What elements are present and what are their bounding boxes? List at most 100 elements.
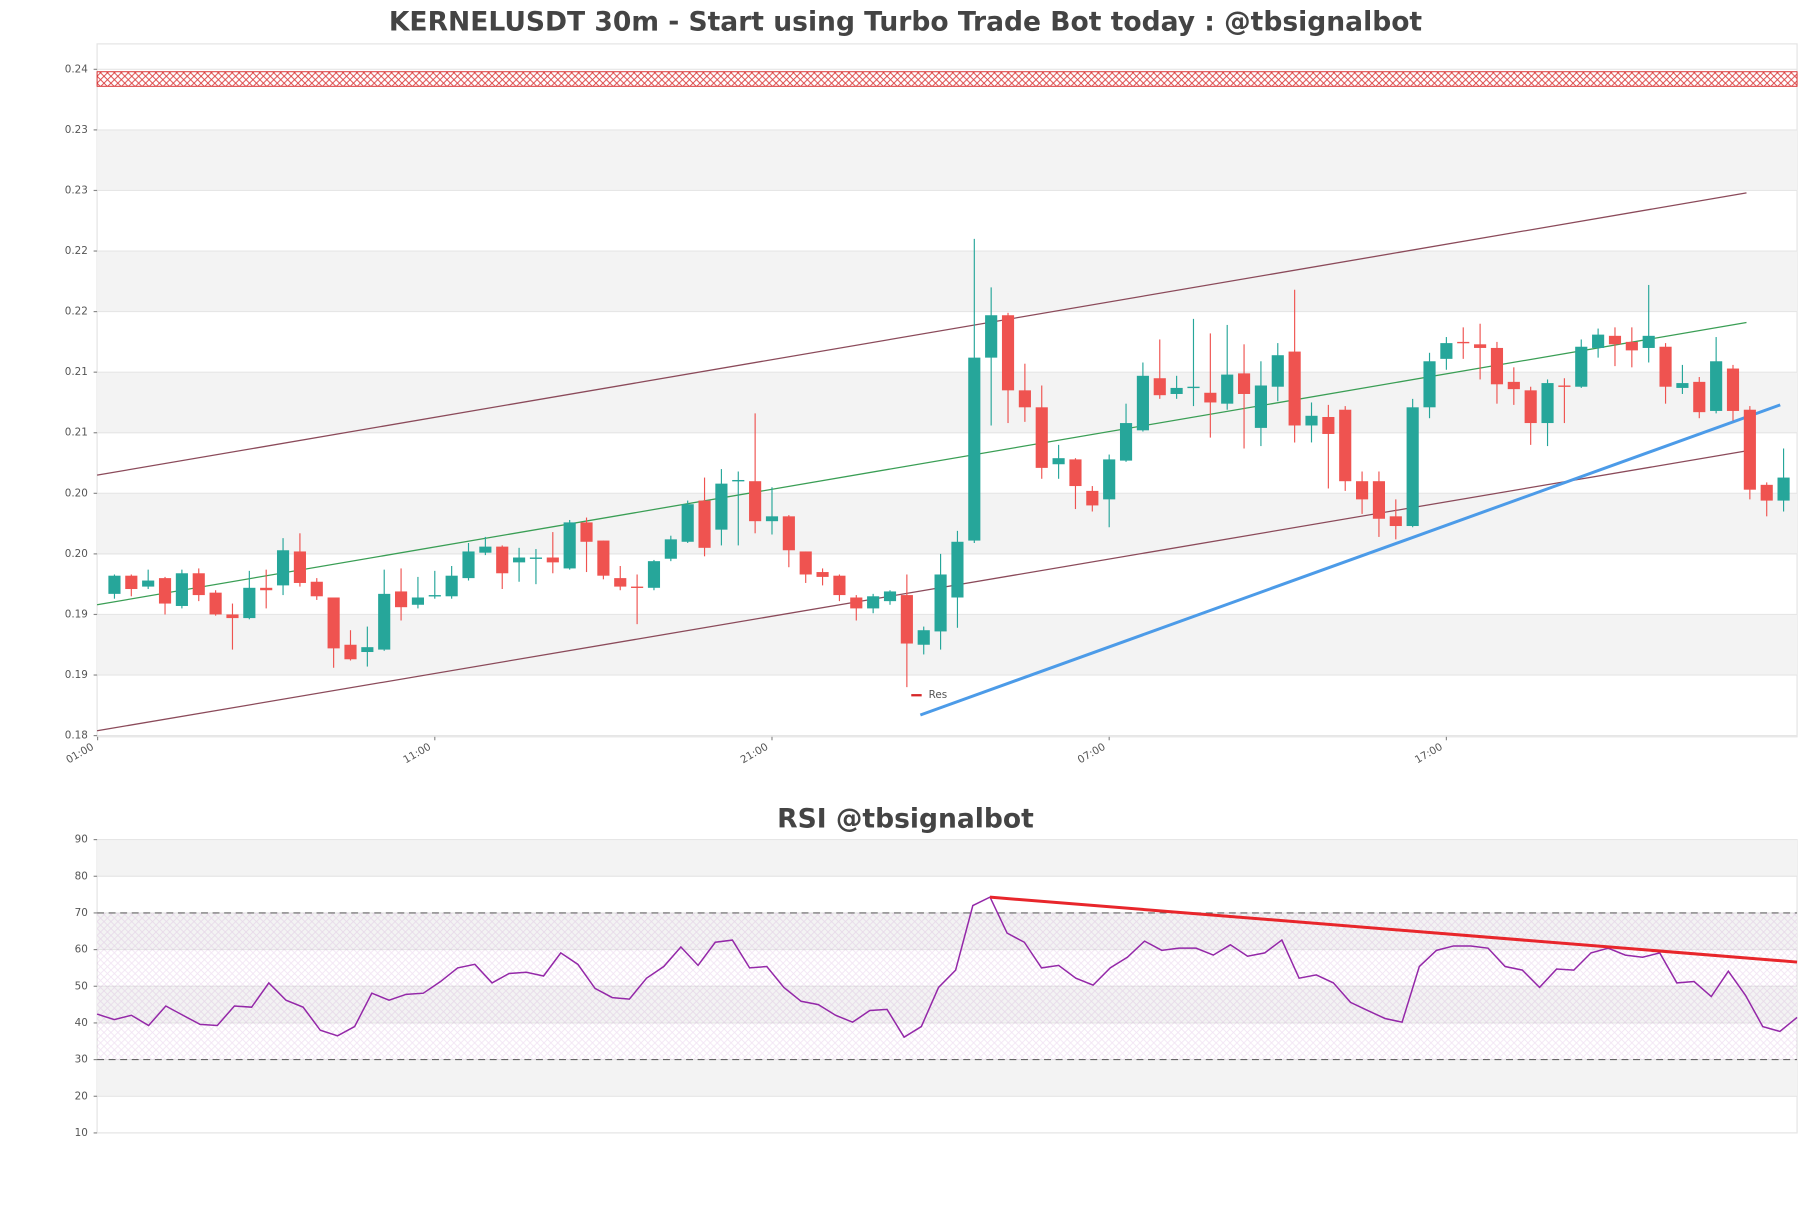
- candle-body: [1490, 347, 1504, 385]
- y-tick-label: 10: [75, 1127, 88, 1139]
- y-tick-label: 80: [75, 870, 88, 882]
- candle-body: [1777, 477, 1790, 501]
- candle-body: [1710, 361, 1723, 411]
- candle-body: [1237, 373, 1251, 394]
- candle-body: [1322, 416, 1335, 434]
- x-tick-label: 17:00: [1413, 741, 1445, 766]
- candle-body: [1693, 381, 1706, 413]
- candle-body: [395, 591, 408, 608]
- candle-body: [681, 504, 694, 542]
- level-band: [97, 912, 1798, 1060]
- candle-body: [1406, 407, 1419, 527]
- candle-body: [883, 591, 897, 602]
- candle-body: [1642, 335, 1655, 348]
- candle-body: [749, 481, 762, 522]
- candle-body: [1659, 346, 1672, 387]
- candle-body: [1221, 374, 1234, 404]
- grid-band: [97, 251, 1798, 312]
- candle-body: [1592, 334, 1605, 348]
- chart-title: RSI @tbsignalbot: [777, 803, 1034, 834]
- y-tick-label: 70: [75, 907, 88, 919]
- y-tick-label: 0.24: [65, 63, 88, 75]
- grid-band: [97, 1059, 1798, 1097]
- y-tick-label: 60: [75, 944, 88, 956]
- candle-body: [698, 500, 711, 548]
- candle-body: [1558, 385, 1571, 387]
- y-tick-label: 0.20: [65, 487, 88, 499]
- candle-body: [664, 539, 677, 559]
- candle-body: [1524, 390, 1537, 424]
- candle-body: [428, 595, 441, 597]
- candle-body: [951, 541, 964, 598]
- x-tick-label: 11:00: [401, 741, 433, 766]
- candle-body: [327, 597, 340, 649]
- candle-body: [378, 593, 391, 650]
- y-tick-label: 0.22: [65, 245, 88, 257]
- y-tick-label: 0.18: [65, 730, 88, 742]
- x-tick-label: 07:00: [1076, 741, 1108, 766]
- candle-body: [1625, 341, 1638, 351]
- trend-line: [96, 321, 1747, 606]
- candle-body: [614, 578, 627, 587]
- trend-line: [96, 192, 1747, 476]
- y-tick-label: 50: [75, 980, 88, 992]
- candle-body: [647, 561, 661, 588]
- candle-body: [580, 522, 593, 542]
- candle-body: [276, 550, 290, 586]
- candle-body: [142, 580, 155, 587]
- y-tick-label: 0.23: [65, 124, 88, 136]
- candle-body: [968, 357, 981, 541]
- y-tick-label: 0.19: [65, 608, 88, 620]
- y-tick-label: 0.21: [65, 427, 88, 439]
- candle-body: [1389, 516, 1402, 527]
- candle-body: [209, 592, 222, 615]
- candle-body: [1474, 344, 1487, 348]
- candle-body: [1726, 368, 1740, 411]
- y-tick-label: 0.23: [65, 184, 88, 196]
- candle-body: [1372, 481, 1386, 519]
- candle-body: [125, 575, 138, 590]
- candle-body: [799, 551, 812, 575]
- x-tick-label: 01:00: [64, 741, 96, 766]
- candle-body: [1052, 458, 1065, 465]
- candle-body: [917, 630, 930, 645]
- candle-body: [1086, 490, 1099, 506]
- y-tick-label: 0.20: [65, 548, 88, 560]
- candle-body: [192, 573, 205, 596]
- y-tick-label: 30: [75, 1054, 88, 1066]
- candle-body: [1423, 361, 1436, 408]
- candle-body: [1136, 375, 1149, 431]
- candle-body: [445, 575, 458, 597]
- trend-line: [989, 895, 1798, 964]
- candle-body: [479, 546, 492, 553]
- candle-body: [344, 644, 357, 660]
- candle-body: [1187, 386, 1200, 389]
- candle-body: [1676, 383, 1689, 388]
- candle-body: [529, 557, 543, 559]
- resistance-zone: [96, 71, 1798, 87]
- candle-body: [175, 573, 188, 606]
- candle-body: [816, 572, 829, 577]
- candle-body: [597, 540, 610, 576]
- candle-body: [1440, 343, 1453, 359]
- candle-body: [108, 575, 121, 594]
- candle-body: [1305, 415, 1318, 426]
- candle-body: [732, 479, 745, 482]
- candle-body: [715, 483, 728, 530]
- grid-band: [97, 493, 1798, 554]
- legend-label: Res: [929, 689, 948, 701]
- candle-body: [462, 551, 475, 579]
- candle-body: [985, 315, 998, 358]
- trend-line: [96, 450, 1747, 732]
- candle-body: [1743, 409, 1756, 490]
- candle-body: [1271, 355, 1284, 387]
- y-tick-label: 20: [75, 1090, 88, 1102]
- x-tick-label: 21:00: [738, 741, 770, 766]
- candle-body: [782, 516, 795, 551]
- candle-body: [900, 595, 913, 644]
- y-tick-label: 0.19: [65, 669, 88, 681]
- candle-body: [765, 516, 779, 522]
- chart-title: KERNELUSDT 30m - Start using Turbo Trade…: [389, 7, 1423, 38]
- candle-body: [1035, 407, 1048, 468]
